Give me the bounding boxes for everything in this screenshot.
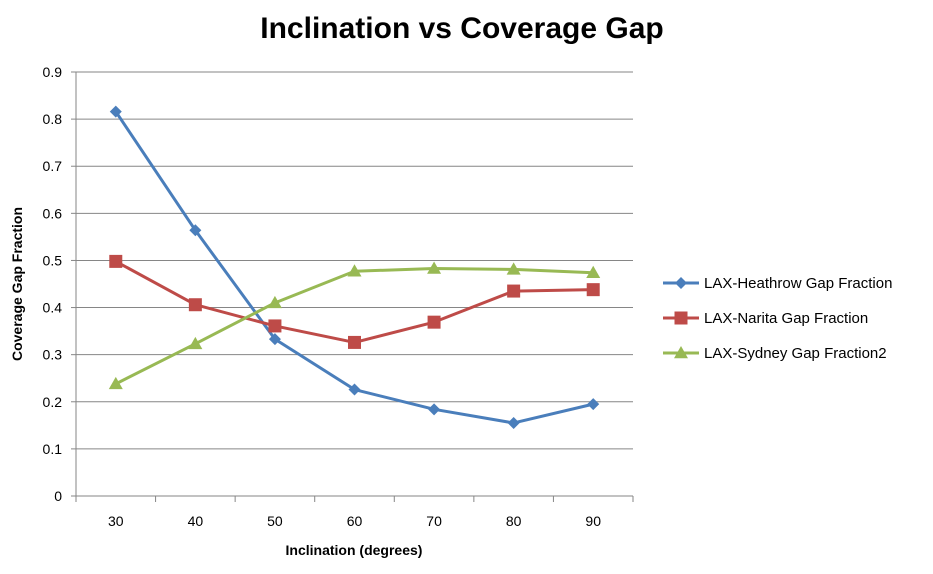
y-tick-label: 0.2 (43, 394, 63, 410)
x-tick-label: 30 (108, 513, 124, 529)
legend-marker-narita (674, 311, 688, 325)
series-sydney (108, 261, 601, 390)
x-tick-labels: 30 40 50 60 70 80 90 (108, 513, 601, 529)
data-point-heathrow (189, 224, 202, 237)
chart-title: Inclination vs Coverage Gap (260, 12, 663, 45)
gridlines (76, 71, 633, 450)
x-tick-label: 90 (585, 513, 601, 529)
x-axis-title: Inclination (degrees) (286, 542, 423, 558)
data-point-narita (348, 335, 361, 349)
legend-item-narita: LAX-Narita Gap Fraction (663, 310, 868, 327)
series (108, 105, 601, 429)
y-tick-label: 0.9 (43, 64, 63, 80)
series-heathrow (109, 105, 600, 429)
data-point-narita (109, 254, 123, 268)
data-point-sydney (506, 262, 521, 275)
data-point-heathrow (428, 403, 441, 416)
data-point-narita (427, 315, 441, 329)
data-point-heathrow (109, 105, 122, 118)
x-tick-label: 50 (267, 513, 283, 529)
y-tick-label: 0.6 (43, 205, 63, 221)
axes (71, 71, 634, 502)
data-point-sydney (586, 265, 601, 278)
y-axis-title: Coverage Gap Fraction (9, 207, 25, 361)
data-point-heathrow (587, 398, 600, 411)
y-tick-label: 0.4 (43, 300, 63, 316)
y-tick-labels: 0 0.1 0.2 0.3 0.4 0.5 0.6 0.7 0.8 0.9 (43, 64, 63, 504)
data-point-narita (268, 319, 282, 333)
legend-marker-sydney (674, 346, 688, 359)
data-point-sydney (427, 261, 442, 274)
series-line-sydney (115, 266, 594, 386)
data-point-sydney (347, 264, 362, 277)
data-point-sydney (188, 336, 203, 350)
data-point-heathrow (268, 333, 281, 346)
x-tick-label: 40 (188, 513, 204, 529)
y-tick-label: 0.5 (43, 252, 63, 268)
data-point-narita (586, 283, 600, 297)
legend-label: LAX-Narita Gap Fraction (704, 310, 868, 327)
x-tick-label: 80 (506, 513, 522, 529)
x-tick-label: 60 (347, 513, 363, 529)
legend-label: LAX-Heathrow Gap Fraction (704, 275, 892, 292)
legend-item-sydney: LAX-Sydney Gap Fraction2 (663, 345, 887, 362)
y-tick-label: 0.3 (43, 347, 63, 363)
data-point-sydney (108, 376, 123, 390)
y-tick-label: 0.8 (43, 111, 63, 127)
series-narita (109, 254, 600, 349)
y-tick-label: 0 (54, 488, 62, 504)
data-point-heathrow (348, 383, 361, 396)
data-point-narita (188, 298, 202, 312)
y-tick-label: 0.1 (43, 441, 63, 457)
y-tick-label: 0.7 (43, 158, 63, 174)
data-point-narita (507, 284, 521, 298)
data-point-sydney (267, 295, 282, 309)
data-point-heathrow (507, 416, 520, 429)
legend-label: LAX-Sydney Gap Fraction2 (704, 345, 887, 362)
legend-marker-heathrow (675, 277, 687, 289)
legend: LAX-Heathrow Gap Fraction LAX-Narita Gap … (663, 275, 892, 362)
legend-item-heathrow: LAX-Heathrow Gap Fraction (663, 275, 892, 292)
x-tick-label: 70 (426, 513, 442, 529)
